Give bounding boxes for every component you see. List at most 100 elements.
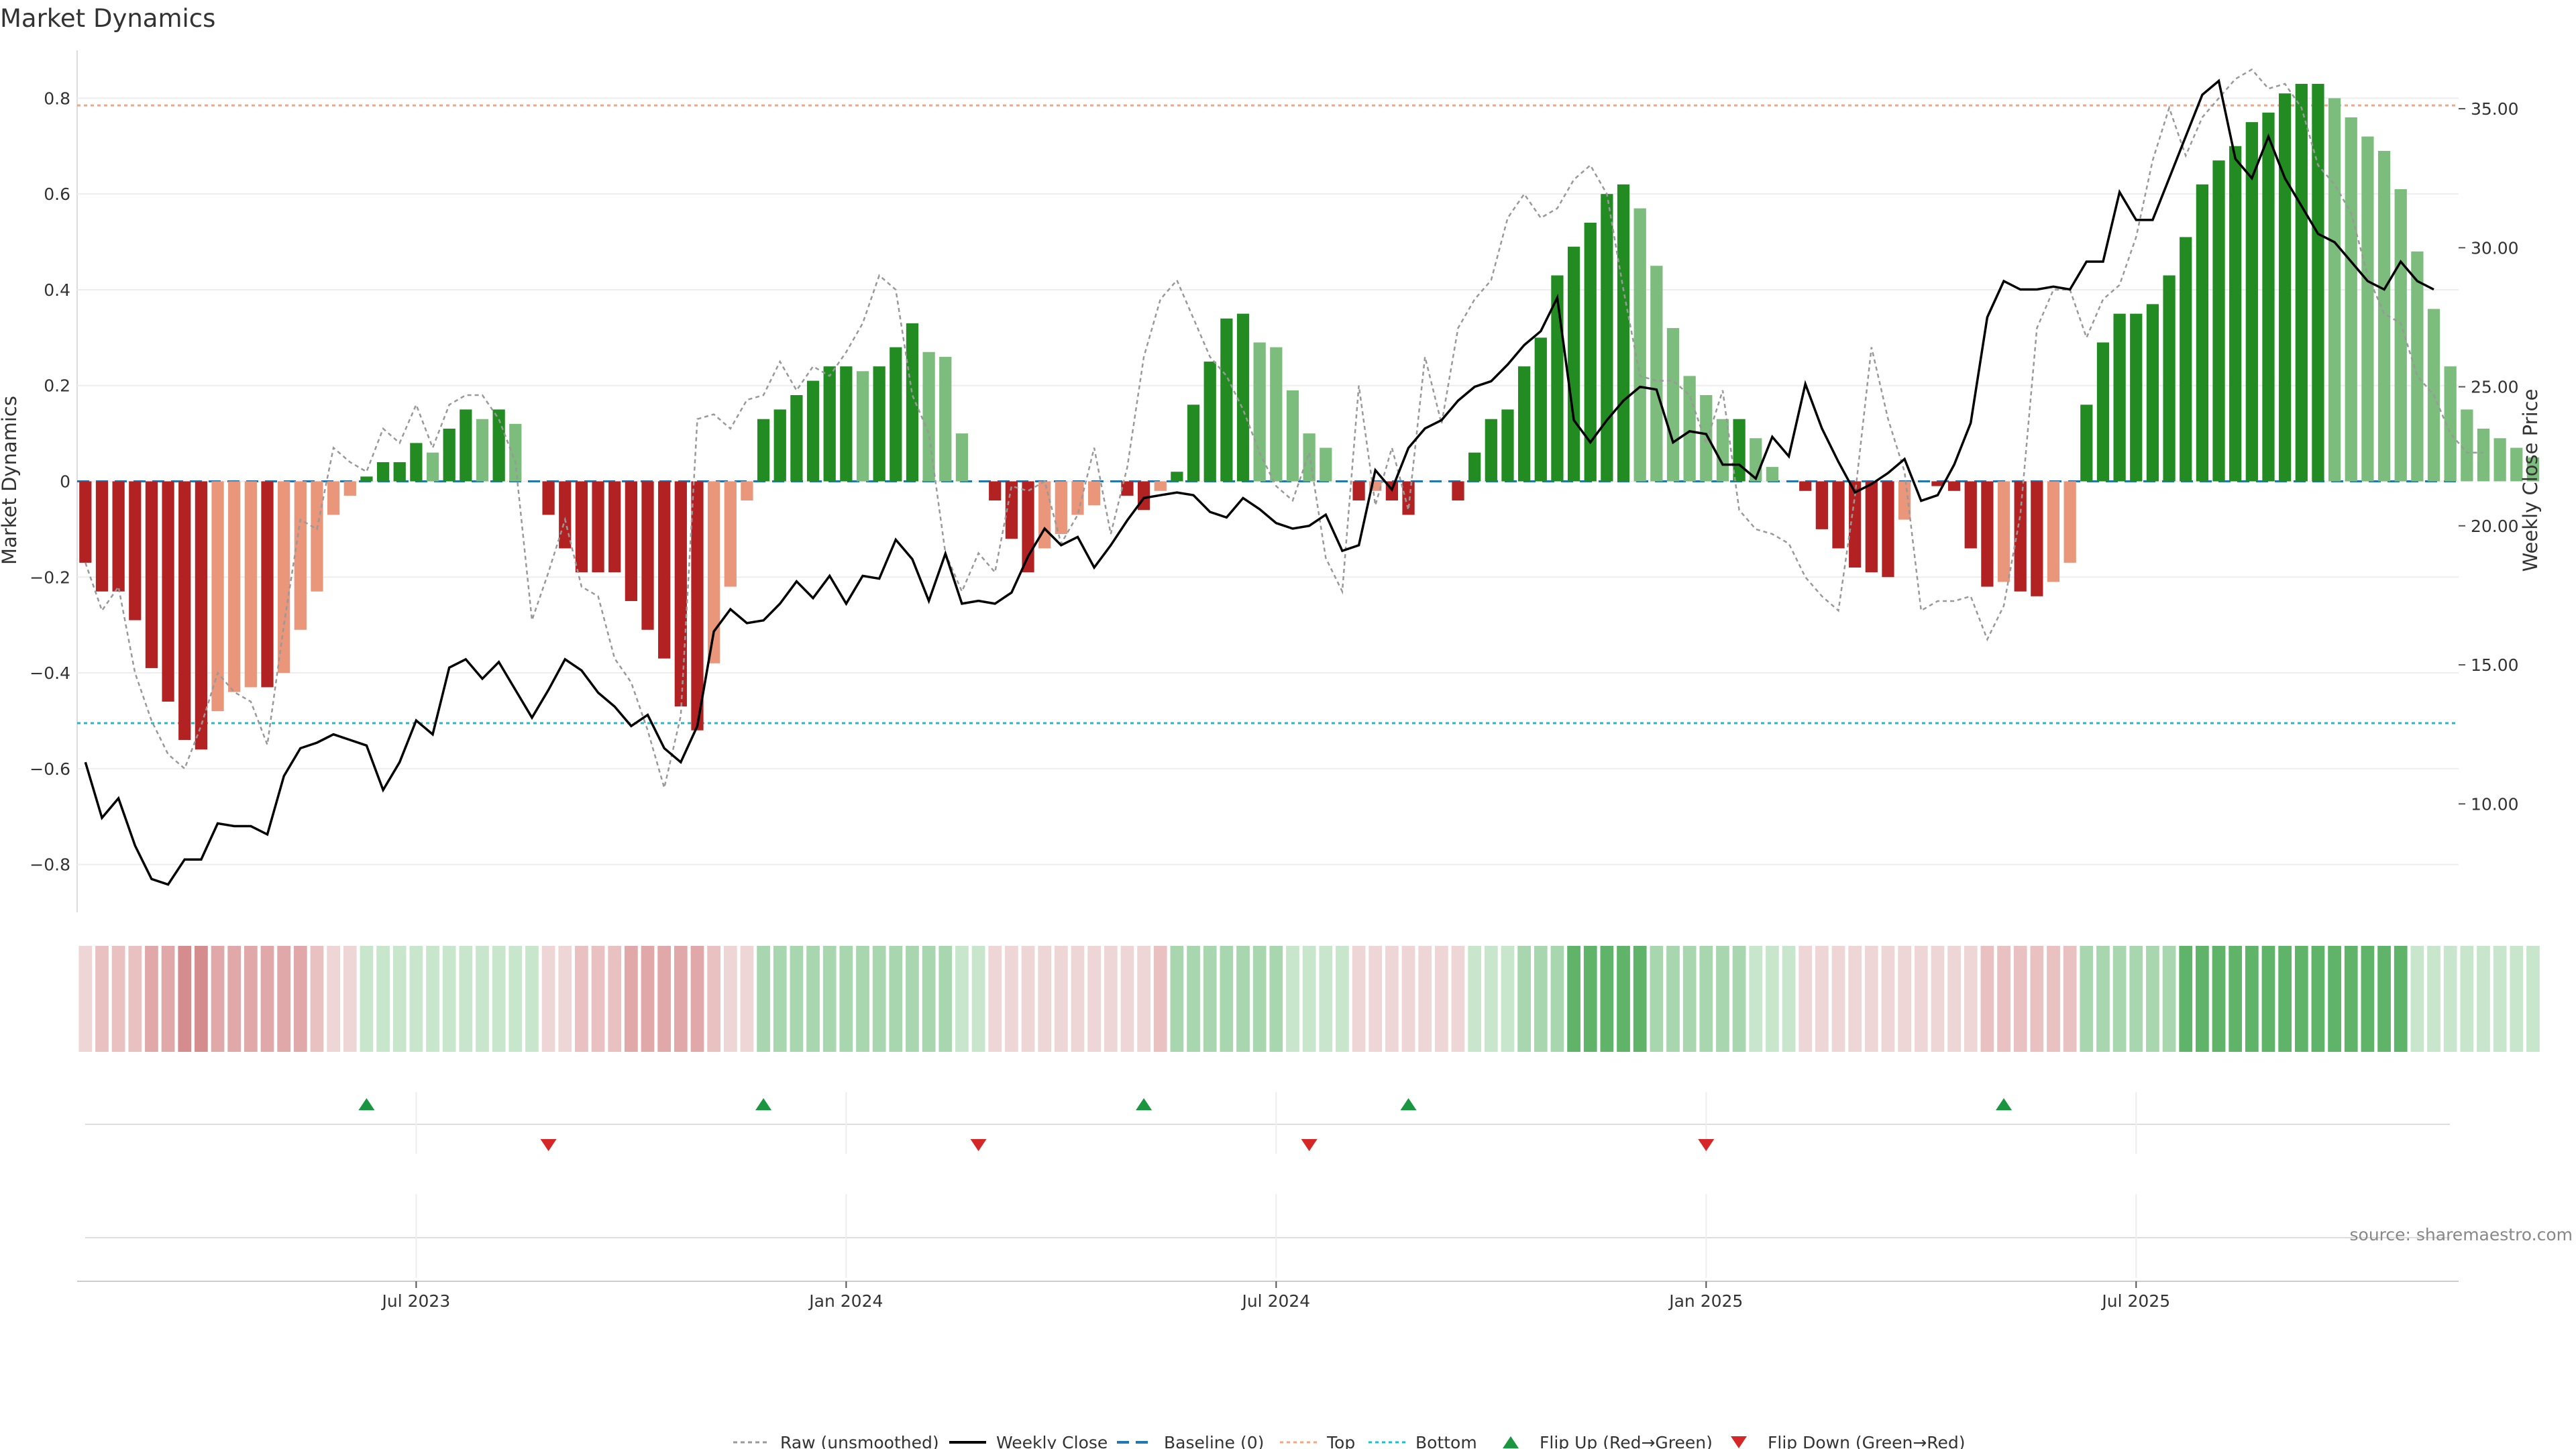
momentum-bar	[559, 481, 572, 549]
regime-cell	[1484, 946, 1498, 1052]
y2-tick-label: 30.00	[2471, 238, 2519, 258]
legend-label: Top	[1326, 1433, 1355, 1449]
momentum-bar	[724, 481, 737, 587]
reference-lines	[77, 104, 2459, 724]
regime-cell	[2294, 946, 2308, 1052]
regime-cell	[1931, 946, 1945, 1052]
regime-cell	[1005, 946, 1018, 1052]
regime-cell	[195, 946, 208, 1052]
momentum-bar	[1171, 472, 1183, 482]
y-axis-left: 0.8 0.6 0.4 0.2 0 −0.2 −0.4 −0.6 −0.8	[30, 89, 70, 874]
y2-tick-label: 15.00	[2471, 655, 2519, 675]
momentum-bar	[592, 481, 604, 573]
chart-title: Market Dynamics	[0, 4, 215, 33]
regime-cell	[1864, 946, 1878, 1052]
regime-cell	[2427, 946, 2440, 1052]
regime-cell	[608, 946, 622, 1052]
regime-cell	[856, 946, 869, 1052]
momentum-bar	[1617, 184, 1630, 482]
regime-cell	[244, 946, 258, 1052]
momentum-bar	[1997, 481, 2010, 582]
momentum-bar	[2345, 117, 2357, 482]
regime-cell	[145, 946, 158, 1052]
legend-label: Flip Down (Green→Red)	[1768, 1433, 1966, 1449]
regime-cell	[1269, 946, 1283, 1052]
momentum-bar	[1320, 447, 1332, 482]
y-tick-label: −0.4	[30, 663, 70, 683]
momentum-bar	[873, 366, 885, 482]
regime-cell	[971, 946, 985, 1052]
momentum-bar	[2096, 342, 2110, 482]
momentum-bar	[806, 380, 820, 482]
momentum-bar	[2146, 304, 2159, 482]
momentum-bar	[1187, 405, 1200, 482]
momentum-bar	[311, 481, 323, 592]
regime-cell	[1054, 946, 1068, 1052]
y-tick-label: 0.6	[44, 184, 70, 204]
momentum-bar	[2361, 136, 2374, 482]
momentum-bar	[443, 428, 455, 482]
momentum-bar	[608, 481, 621, 573]
regime-cell	[293, 946, 307, 1052]
regime-cell	[1848, 946, 1862, 1052]
regime-cell	[1187, 946, 1200, 1052]
momentum-bar	[1517, 366, 1531, 482]
regime-cell	[2460, 946, 2474, 1052]
regime-cell	[1220, 946, 1234, 1052]
regime-cell	[2410, 946, 2424, 1052]
regime-cell	[2229, 946, 2243, 1052]
legend-label: Bottom	[1415, 1433, 1477, 1449]
momentum-bar	[509, 423, 522, 482]
momentum-bar	[1716, 419, 1729, 482]
regime-cell	[1583, 946, 1597, 1052]
regime-cell	[1385, 946, 1399, 1052]
momentum-bar	[1882, 481, 1894, 578]
regime-cell	[1336, 946, 1349, 1052]
flip-up-marker	[358, 1098, 375, 1110]
regime-cell	[343, 946, 357, 1052]
momentum-bar	[2196, 184, 2209, 482]
regime-cell	[1666, 946, 1680, 1052]
flip-up-marker	[1996, 1098, 2012, 1110]
momentum-bar	[2444, 366, 2457, 482]
regime-cell	[1782, 946, 1796, 1052]
regime-cell	[1203, 946, 1217, 1052]
regime-cell	[1352, 946, 1366, 1052]
y-tick-label: 0.2	[44, 376, 70, 396]
momentum-bar	[1849, 481, 1862, 568]
regime-cell	[1633, 946, 1647, 1052]
regime-cell	[111, 946, 125, 1052]
momentum-bar	[840, 366, 853, 482]
regime-cell	[2112, 946, 2127, 1052]
momentum-bar	[2080, 405, 2093, 482]
regime-cell	[1104, 946, 1118, 1052]
momentum-bar	[228, 481, 241, 692]
momentum-bar	[2031, 481, 2043, 596]
y-tick-label: 0.8	[44, 89, 70, 108]
x-tick-label: Jul 2023	[381, 1291, 451, 1311]
momentum-bar	[294, 481, 307, 630]
momentum-bar	[1633, 208, 1646, 482]
regime-cell	[327, 946, 340, 1052]
regime-cell	[988, 946, 1002, 1052]
y-tick-label: 0.4	[44, 280, 70, 300]
regime-cell	[558, 946, 572, 1052]
momentum-bar	[939, 356, 952, 482]
momentum-bar	[1121, 481, 1134, 496]
regime-cell	[641, 946, 655, 1052]
momentum-bar	[1683, 376, 1696, 482]
regime-cell	[2493, 946, 2507, 1052]
regime-cell	[1087, 946, 1102, 1052]
momentum-bar	[79, 481, 92, 563]
x-tick-label: Jul 2025	[2100, 1291, 2170, 1311]
momentum-bar	[2229, 146, 2242, 482]
regime-cell	[78, 946, 93, 1052]
regime-cell	[1567, 946, 1580, 1052]
regime-cell	[2526, 946, 2540, 1052]
regime-cell	[1650, 946, 1664, 1052]
momentum-bar	[575, 481, 588, 573]
momentum-bar	[1088, 481, 1101, 506]
regime-cell	[178, 946, 192, 1052]
regime-cell	[2261, 946, 2275, 1052]
